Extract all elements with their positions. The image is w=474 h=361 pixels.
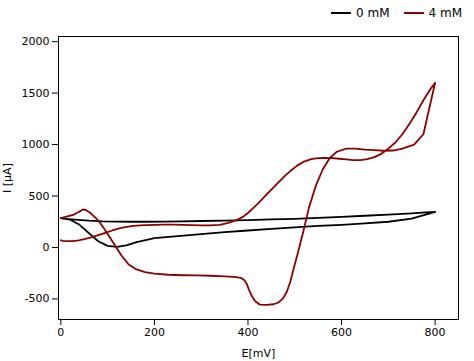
svg-text:1500: 1500 (22, 87, 50, 100)
svg-text:1000: 1000 (22, 138, 50, 151)
html-text:4 mM: 4 mM (428, 6, 462, 20)
svg-text:0: 0 (43, 241, 50, 254)
svg-text:-500: -500 (25, 292, 50, 305)
svg-text:800: 800 (425, 326, 446, 339)
svg-text:E[mV]: E[mV] (242, 347, 276, 360)
svg-text:500: 500 (29, 190, 50, 203)
svg-text:200: 200 (144, 326, 165, 339)
svg-text:0: 0 (57, 326, 64, 339)
html-text:0 mM: 0 mM (356, 6, 390, 20)
svg-text:400: 400 (237, 326, 258, 339)
svg-text:600: 600 (331, 326, 352, 339)
svg-text:2000: 2000 (22, 35, 50, 48)
svg-text:I [μA]: I [μA] (1, 163, 14, 193)
